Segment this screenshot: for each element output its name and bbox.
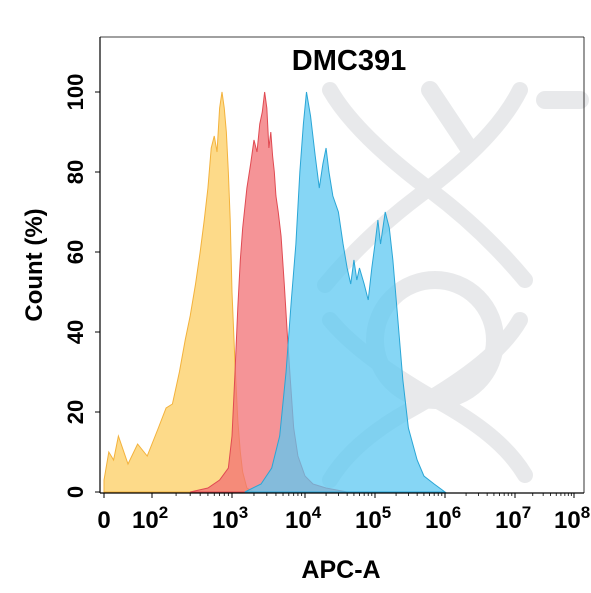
y-ticks: 0 20 40 60 80 100 [63, 74, 100, 498]
x-tick-label: 108 [554, 503, 590, 534]
x-tick-label: 106 [425, 503, 461, 534]
x-tick-label: 104 [285, 503, 322, 534]
y-tick-label: 100 [63, 74, 88, 111]
x-tick-label: 103 [212, 503, 248, 534]
x-tick-label: 0 [97, 507, 110, 534]
x-axis-title: APC-A [301, 556, 380, 584]
y-tick-label: 40 [63, 320, 88, 344]
histogram-series [103, 91, 447, 493]
y-tick-label: 80 [63, 160, 88, 184]
histogram-area-3 [244, 91, 447, 493]
chart-title: DMC391 [292, 45, 406, 77]
y-tick-label: 20 [63, 400, 88, 424]
y-tick-label: 60 [63, 240, 88, 264]
y-axis-title: Count (%) [21, 208, 48, 321]
x-ticks: 0 102 103 104 105 106 107 108 [97, 493, 590, 534]
axes [99, 36, 585, 494]
x-tick-label: 107 [495, 503, 531, 534]
y-tick-label: 0 [63, 486, 88, 498]
histogram-area-1 [103, 91, 256, 493]
x-tick-label: 102 [132, 503, 168, 534]
x-tick-label: 105 [355, 503, 391, 534]
